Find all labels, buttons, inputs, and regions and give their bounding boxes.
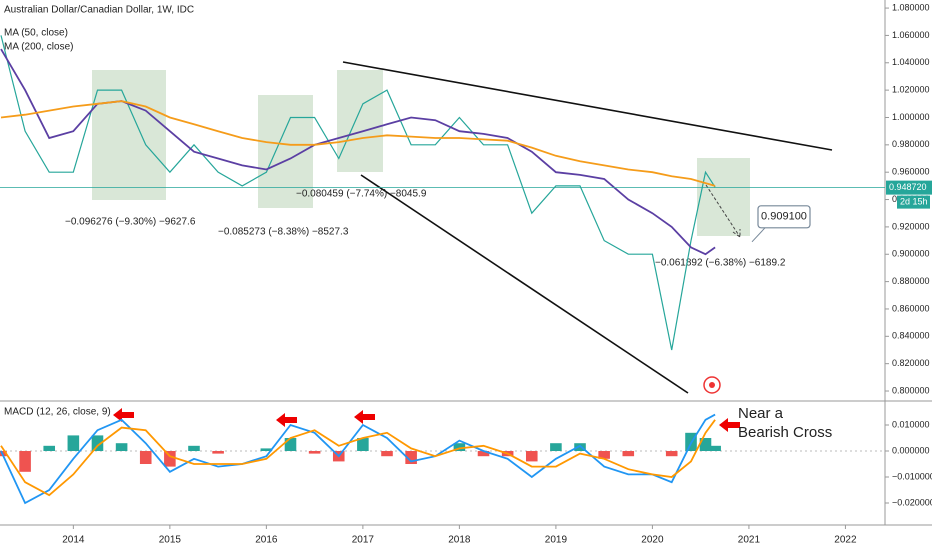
x-tick-label: 2019 xyxy=(545,535,568,546)
histogram-bar xyxy=(19,451,31,472)
projection-arrow xyxy=(705,184,741,238)
y-tick-label: −0.020000 xyxy=(892,497,932,507)
countdown: 2d 15h xyxy=(900,196,928,206)
histogram-bar xyxy=(598,451,610,459)
y-tick-label: 1.080000 xyxy=(892,2,930,12)
x-tick-label: 2021 xyxy=(738,535,761,546)
event-icon-dot xyxy=(709,382,715,388)
histogram-bar xyxy=(260,448,273,452)
trendline xyxy=(360,174,689,394)
histogram-bar xyxy=(357,438,369,452)
target-pointer xyxy=(751,227,766,243)
y-tick-label: 0.010000 xyxy=(892,419,930,429)
y-tick-label: −0.010000 xyxy=(892,471,932,481)
series-line xyxy=(0,35,716,351)
annotation: −0.085273 (−8.38%) −8527.3 xyxy=(218,227,349,238)
histogram-bar xyxy=(550,443,562,452)
series-line xyxy=(0,419,716,497)
histogram-bar xyxy=(43,445,56,452)
histogram-bar xyxy=(212,451,224,454)
y-tick-label: 0.980000 xyxy=(892,139,930,149)
histogram-bar xyxy=(622,451,635,457)
x-tick-label: 2022 xyxy=(834,535,857,546)
arrows xyxy=(113,408,740,432)
series-line xyxy=(0,413,716,505)
note: Near a xyxy=(738,405,784,422)
histogram-bar xyxy=(164,451,176,467)
x-tick-label: 2016 xyxy=(255,535,278,546)
zone xyxy=(92,70,166,200)
y-tick-label: 0.820000 xyxy=(892,358,930,368)
y-tick-label: 0.800000 xyxy=(892,385,930,395)
histogram-bar xyxy=(405,451,417,465)
y-tick-label: 0.000000 xyxy=(892,445,930,455)
y-tick-label: 0.960000 xyxy=(892,167,930,177)
zone xyxy=(697,158,750,236)
histogram-bar xyxy=(139,451,152,465)
red-arrow xyxy=(113,408,134,422)
histogram-bar xyxy=(67,435,80,452)
red-arrow xyxy=(354,410,375,424)
histogram-bar xyxy=(525,451,538,462)
y-tick-label: 0.840000 xyxy=(892,331,930,341)
histogram-bar xyxy=(188,445,200,452)
histogram-bar xyxy=(574,443,586,452)
pane-title: MACD (12, 26, close, 9) xyxy=(4,407,111,418)
y-tick-label: 0.900000 xyxy=(892,249,930,259)
y-tick-label: 1.060000 xyxy=(892,30,930,40)
y-tick-label: 1.040000 xyxy=(892,57,930,67)
y-tick-label: 0.860000 xyxy=(892,303,930,313)
histogram-bar xyxy=(453,443,466,452)
series-line xyxy=(0,100,716,187)
x-tick-label: 2014 xyxy=(62,535,85,546)
zones xyxy=(92,70,750,236)
countdown-box xyxy=(897,195,930,209)
event-icon[interactable] xyxy=(703,376,721,394)
last-price-label: 0.948720 xyxy=(889,182,927,192)
annotation: −0.080459 (−7.74%) −8045.9 xyxy=(296,189,427,200)
annotation: −0.061892 (−6.38%) −6189.2 xyxy=(655,258,786,269)
annotation: −0.096276 (−9.30%) −9627.6 xyxy=(65,217,196,228)
y-tick-label: 1.000000 xyxy=(892,112,930,122)
note: Bearish Cross xyxy=(738,424,832,441)
histogram-bar xyxy=(284,438,297,452)
x-tick-label: 2020 xyxy=(641,535,664,546)
red-arrow xyxy=(719,418,740,432)
histogram-bar xyxy=(115,443,128,452)
histogram-bar xyxy=(91,435,104,452)
x-tick-label: 2017 xyxy=(352,535,375,546)
y-tick-label: 0.880000 xyxy=(892,276,930,286)
histogram-bar xyxy=(699,438,712,452)
histogram-bar xyxy=(709,445,721,452)
y-tick-label: 1.020000 xyxy=(892,85,930,95)
x-tick-label: 2018 xyxy=(448,535,471,546)
histogram-bar xyxy=(308,451,321,454)
zone xyxy=(337,70,383,172)
last-price-box xyxy=(886,180,932,195)
histogram-bar xyxy=(0,451,7,457)
histogram-bar xyxy=(477,451,490,457)
target-box xyxy=(757,205,811,229)
y-tick-label: 0.920000 xyxy=(892,221,930,231)
target-label: 0.909100 xyxy=(761,211,807,223)
legend-entry: MA (200, close) xyxy=(4,42,73,53)
x-tick-label: 2015 xyxy=(159,535,182,546)
chart-title: Australian Dollar/Canadian Dollar, 1W, I… xyxy=(4,5,194,16)
red-arrow xyxy=(276,413,297,427)
trendline xyxy=(342,61,833,151)
histogram-bar xyxy=(665,451,678,457)
histogram-bar xyxy=(381,451,393,457)
legend-entry: MA (50, close) xyxy=(4,28,68,39)
